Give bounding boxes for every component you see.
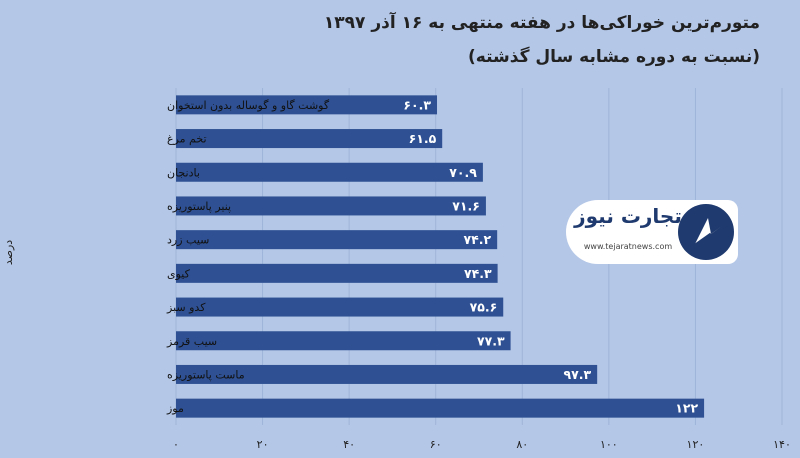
data-label: ۷۴.۳ [464,266,492,281]
category-label: گوشت گاو و گوساله بدون استخوان [167,99,330,112]
bar [176,331,511,351]
data-label: ۷۱.۶ [452,198,480,213]
labels: ۰ ۲۰ ۴۰ ۶۰ ۸۰ ۱۰۰ ۱۲۰ ۱۴۰ ۶۰.۳ گوشت گاو و گوساله … [166,97,791,451]
category-label: کدو سبز [166,301,206,314]
x-tick-label: ۲۰ [257,438,269,451]
bars [176,95,705,418]
x-tick-label: ۰ [173,438,179,451]
x-tick-label: ۱۲۰ [687,438,705,451]
tejaratnews-logo: تجارت نیوز www.tejaratnews.com [566,200,738,264]
data-label: ۷۰.۹ [449,165,477,180]
data-label: ۷۵.۶ [470,300,498,315]
data-label: ۷۷.۳ [477,333,505,348]
category-label: کیوی [167,267,191,280]
category-label: بادنجان [167,166,200,179]
bar [176,129,443,149]
x-tick-label: ۱۰۰ [600,438,618,451]
bar [176,398,705,418]
bar [176,95,438,115]
x-tick-label: ۸۰ [516,438,528,451]
data-label: ۱۲۲ [675,401,698,416]
category-label: ماست پاستوریزه [167,368,245,381]
data-label: ۶۰.۳ [403,97,431,112]
bar [176,364,598,384]
x-tick-label: ۴۰ [343,438,355,451]
data-label: ۷۴.۲ [464,232,492,247]
chart-title: متورم‌ترین خوراکی‌ها در هفته منتهی به ۱۶… [323,13,760,67]
category-label: موز [166,402,184,415]
category-label: سیب قرمز [166,335,217,348]
logo-text: تجارت نیوز [574,204,682,228]
logo-url: www.tejaratnews.com [583,242,673,251]
category-label: تخم مرغ [167,133,207,146]
bar [176,297,504,317]
category-label: پنیر پاستوریزه [167,200,231,213]
x-tick-label: ۶۰ [430,438,442,451]
bar [176,263,498,283]
data-label: ۹۷.۳ [564,367,592,382]
category-label: سیب زرد [167,234,209,247]
logo-arrow-icon [678,204,734,260]
x-tick-label: ۱۴۰ [773,438,791,451]
bar [176,162,483,182]
bar [176,196,486,216]
bar [176,230,498,250]
data-label: ۶۱.۵ [409,131,437,146]
